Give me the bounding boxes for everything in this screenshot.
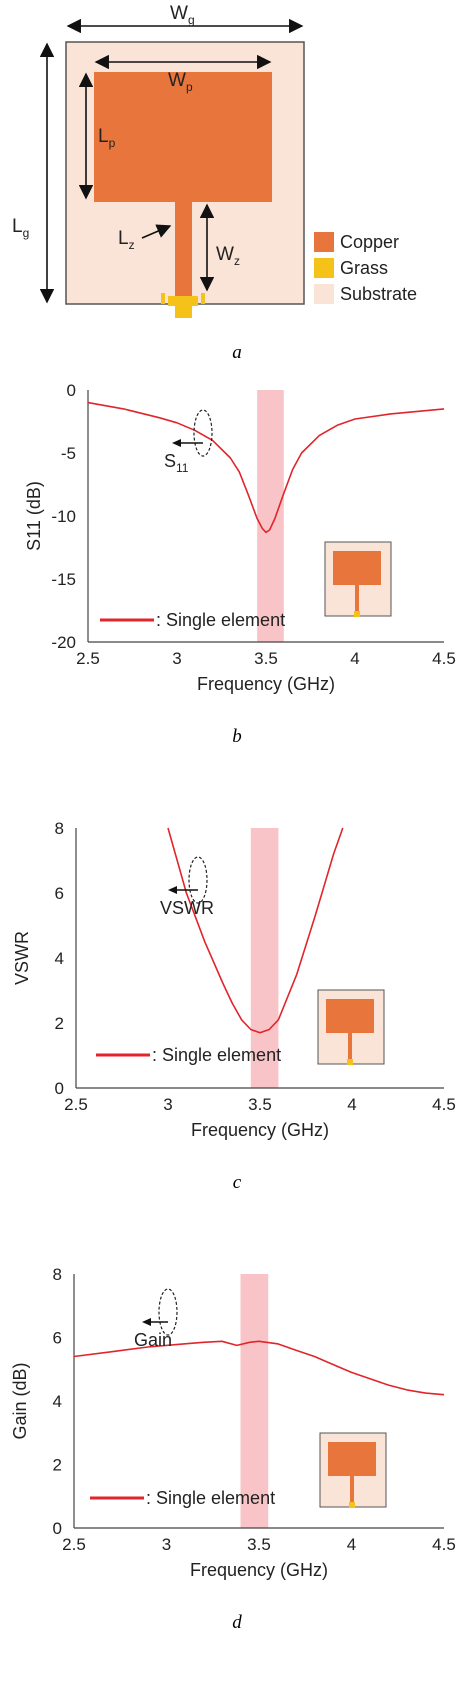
legend-label: : Single element (146, 1488, 275, 1508)
inset-patch (326, 999, 374, 1033)
x-tick-label: 4 (347, 1535, 356, 1554)
s11-chart: 2.5 3 3.5 4 4.5 0 -5 -10 -15 -20 Frequency (GHz) S1… (24, 381, 456, 747)
feed-line (175, 201, 192, 298)
inset-feed (350, 1476, 354, 1502)
y-tick-label: 6 (55, 884, 64, 903)
x-tick-label: 3 (163, 1095, 172, 1114)
x-tick-label: 4.5 (432, 649, 456, 668)
y-tick-label: 0 (53, 1519, 62, 1538)
x-tick-label: 4 (347, 1095, 356, 1114)
x-axis-label: Frequency (GHz) (197, 674, 335, 694)
y-tick-label: -5 (61, 444, 76, 463)
annotation-arrow-head (142, 1318, 151, 1326)
lg-label: Lg (12, 216, 29, 240)
x-tick-label: 3.5 (248, 1095, 272, 1114)
annotation-label: S11 (164, 451, 189, 475)
substrate-swatch (314, 284, 334, 304)
inset-connector (354, 611, 360, 617)
copper-swatch (314, 232, 334, 252)
x-tick-label: 2.5 (76, 649, 100, 668)
lp-label: Lp (98, 126, 116, 150)
series-line-single-element (87, 401, 445, 534)
legend-label: : Single element (152, 1045, 281, 1065)
antenna-diagram: Wg Wp Lp Lg Lz Wz Copper Grass Substrate… (12, 3, 417, 363)
inset-patch (333, 551, 381, 585)
x-tick-label: 3 (172, 649, 181, 668)
y-tick-label: 0 (55, 1079, 64, 1098)
inset-feed (355, 585, 359, 611)
resonance-band (240, 1274, 269, 1528)
legend-label: : Single element (156, 610, 285, 630)
y-tick-label: 4 (53, 1392, 62, 1411)
x-tick-label: 4 (350, 649, 359, 668)
connector-pin (175, 306, 192, 318)
x-tick-label: 2.5 (62, 1535, 86, 1554)
grass-swatch (314, 258, 334, 278)
x-tick-label: 3.5 (254, 649, 278, 668)
annotation-label: Gain (134, 1330, 172, 1350)
y-tick-label: 6 (53, 1329, 62, 1348)
grass-label: Grass (340, 258, 388, 278)
vswr-chart-panel: 2.5 3 3.5 4 4.5 0 2 4 6 8 Frequency (GHz) VSWR VSWR:… (0, 810, 474, 1250)
chart-caption: b (232, 726, 242, 747)
wg-label: Wg (170, 3, 195, 27)
x-tick-label: 3.5 (247, 1535, 271, 1554)
antenna-panel: Wg Wp Lp Lg Lz Wz Copper Grass Substrate… (0, 0, 474, 370)
vswr-chart: 2.5 3 3.5 4 4.5 0 2 4 6 8 Frequency (GHz) VSWR VSWR:… (12, 819, 456, 1193)
gain-chart-panel: 2.5 3 3.5 4 4.5 0 2 4 6 8 Frequency (GHz) Gain (dB)… (0, 1250, 474, 1693)
y-axis-label: S11 (dB) (24, 481, 44, 551)
inset-feed (348, 1033, 352, 1059)
substrate-label: Substrate (340, 284, 417, 304)
annotation-label: VSWR (160, 898, 214, 918)
y-tick-label: -10 (51, 507, 76, 526)
x-axis-label: Frequency (GHz) (190, 1560, 328, 1580)
y-tick-label: -15 (51, 570, 76, 589)
chart-caption: c (233, 1172, 242, 1193)
y-axis-label: Gain (dB) (10, 1362, 30, 1439)
x-tick-label: 2.5 (64, 1095, 88, 1114)
patch-rect (94, 72, 272, 202)
y-tick-label: 8 (53, 1265, 62, 1284)
y-tick-label: 2 (53, 1456, 62, 1475)
wp-label: Wp (168, 70, 193, 94)
lz-label: Lz (118, 228, 135, 252)
copper-label: Copper (340, 232, 399, 252)
series-line-single-element (167, 827, 344, 1034)
inset-connector (349, 1502, 355, 1508)
resonance-band (250, 828, 279, 1088)
caption-a: a (232, 342, 242, 363)
series-line-single-element (73, 1340, 445, 1396)
y-tick-label: -20 (51, 633, 76, 652)
material-legend: Copper Grass Substrate (314, 232, 417, 304)
annotation-ellipse (158, 1288, 178, 1336)
wz-label: Wz (216, 244, 240, 268)
y-tick-label: 4 (55, 949, 64, 968)
annotation-ellipse (193, 409, 213, 457)
y-tick-label: 0 (67, 381, 76, 400)
gain-chart: 2.5 3 3.5 4 4.5 0 2 4 6 8 Frequency (GHz) Gain (dB)… (10, 1265, 456, 1633)
y-axis-label: VSWR (12, 931, 32, 985)
inset-patch (328, 1442, 376, 1476)
annotation-ellipse (188, 856, 208, 904)
x-tick-label: 3 (162, 1535, 171, 1554)
annotation-arrow-head (172, 439, 181, 447)
y-tick-label: 8 (55, 819, 64, 838)
chart-caption: d (232, 1612, 242, 1633)
annotation-arrow-head (168, 886, 177, 894)
s11-chart-panel: 2.5 3 3.5 4 4.5 0 -5 -10 -15 -20 Frequency (GHz) S1… (0, 370, 474, 810)
resonance-band (257, 390, 284, 642)
inset-connector (347, 1059, 353, 1065)
x-tick-label: 4.5 (432, 1095, 456, 1114)
connector (168, 296, 198, 306)
x-axis-label: Frequency (GHz) (191, 1120, 329, 1140)
x-tick-label: 4.5 (432, 1535, 456, 1554)
y-tick-label: 2 (55, 1014, 64, 1033)
